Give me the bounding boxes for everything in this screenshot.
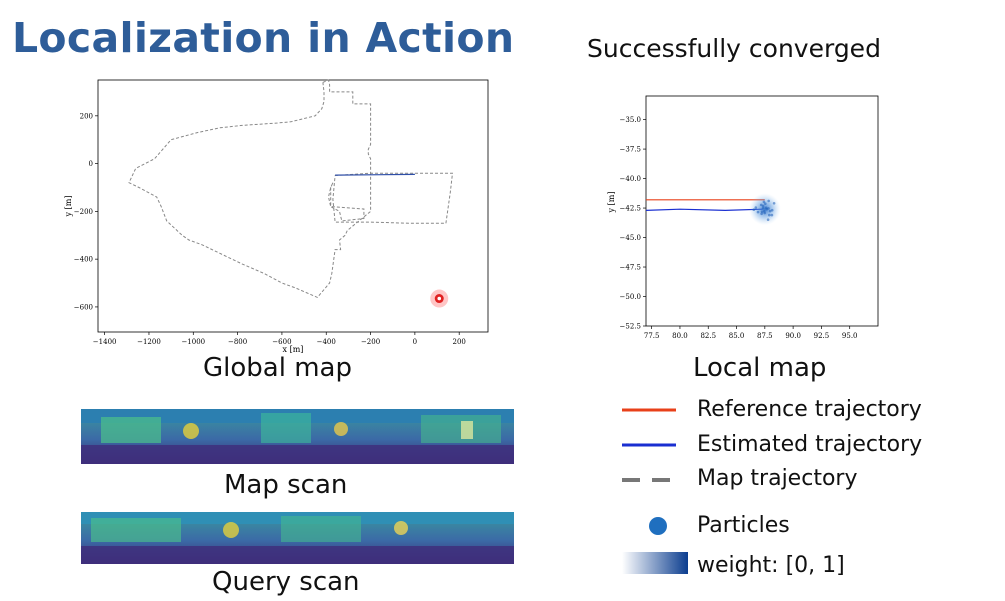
global-map-plot: 200 0 −200 −400 −600 −1400 −1200 −1000 −800 −600… xyxy=(64,79,489,354)
legend-weight: weight: [0, 1] xyxy=(697,553,845,578)
global-map-trajectory-line xyxy=(332,172,454,224)
convergence-status: Successfully converged xyxy=(587,34,881,63)
global-map-caption: Global map xyxy=(203,353,352,383)
query-scan-caption: Query scan xyxy=(212,567,360,597)
local-map-ytick-label: −37.5 xyxy=(620,146,641,154)
particle xyxy=(768,213,771,217)
local-map-ytick-label: −40.0 xyxy=(620,175,641,183)
global-map-xtick-label: −400 xyxy=(317,338,336,346)
global-map-ytick-label: 200 xyxy=(80,112,93,120)
global-map-trajectories xyxy=(128,79,454,299)
particle xyxy=(763,211,766,215)
local-map-xtick-label: 77.5 xyxy=(644,332,660,340)
local-map-x-ticks: 77.5 80.0 82.5 85.0 87.5 90.0 92.5 95.0 xyxy=(644,326,858,340)
particle xyxy=(767,199,770,203)
legend-particles: Particles xyxy=(697,513,790,538)
local-map-ytick-label: −47.5 xyxy=(620,264,641,272)
particle-cloud xyxy=(748,193,781,226)
local-map-xtick-label: 80.0 xyxy=(672,332,688,340)
local-map-ytick-label: −45.0 xyxy=(620,234,641,242)
local-map-xtick-label: 82.5 xyxy=(700,332,716,340)
global-map-ytick-label: 0 xyxy=(89,160,93,168)
query-scan-image xyxy=(81,512,514,564)
particle xyxy=(772,202,776,205)
particle xyxy=(759,203,763,207)
particles-swatch xyxy=(649,517,667,535)
global-map-xtick-label: −800 xyxy=(228,338,247,346)
global-map-y-ticks: 200 0 −200 −400 −600 xyxy=(74,112,98,311)
global-map-xlabel: x [m] xyxy=(283,345,304,354)
global-map-xtick-label: −1200 xyxy=(137,338,161,346)
local-map-estimated-line xyxy=(645,208,763,212)
legend-map-trajectory: Map trajectory xyxy=(697,466,858,491)
global-map-position-marker xyxy=(430,289,449,308)
weight-gradient-swatch xyxy=(622,552,688,574)
global-map-frame xyxy=(97,79,489,333)
particle xyxy=(770,208,774,212)
local-map-xtick-label: 85.0 xyxy=(729,332,745,340)
global-map-xtick-label: 200 xyxy=(453,338,466,346)
local-map-y-ticks: −35.0 −37.5 −40.0 −42.5 −45.0 −47.5 −50.0 −52.5 xyxy=(620,116,646,331)
particle xyxy=(770,213,774,217)
local-map-xtick-label: 95.0 xyxy=(842,332,858,340)
global-map-ytick-label: −200 xyxy=(74,208,93,216)
legend-reference-trajectory: Reference trajectory xyxy=(697,397,922,422)
particle xyxy=(764,202,767,205)
position-marker-center xyxy=(437,296,442,301)
global-map-ytick-label: −600 xyxy=(74,303,93,311)
particle xyxy=(760,210,764,214)
local-map-plot: −35.0 −37.5 −40.0 −42.5 −45.0 −47.5 −50.0 −52.5… xyxy=(607,95,879,340)
local-map-xtick-label: 92.5 xyxy=(814,332,830,340)
global-map-ylabel: y [m] xyxy=(64,196,73,218)
global-map-xtick-label: −1400 xyxy=(93,338,117,346)
global-map-xtick-label: −600 xyxy=(272,338,291,346)
global-map-trajectory-line xyxy=(128,79,372,299)
local-map-trajectories xyxy=(645,199,765,212)
map-scan-caption: Map scan xyxy=(224,470,348,500)
global-map-estimated-line xyxy=(335,173,415,176)
local-map-ylabel: y [m] xyxy=(607,192,616,214)
global-map-xtick-label: −1000 xyxy=(181,338,205,346)
local-map-ytick-label: −42.5 xyxy=(620,205,641,213)
particle xyxy=(752,208,756,211)
local-map-xtick-label: 87.5 xyxy=(757,332,773,340)
local-map-ytick-label: −35.0 xyxy=(620,116,641,124)
particle xyxy=(754,206,758,209)
local-map-ytick-label: −52.5 xyxy=(620,323,641,331)
legend-swatches xyxy=(622,408,688,574)
particle xyxy=(764,206,768,210)
local-map-frame xyxy=(645,95,879,327)
global-map-xtick-label: −200 xyxy=(361,338,380,346)
local-map-particles xyxy=(748,193,781,226)
local-map-xtick-label: 90.0 xyxy=(785,332,801,340)
global-map-ytick-label: −400 xyxy=(74,256,93,264)
legend-estimated-trajectory: Estimated trajectory xyxy=(697,432,923,457)
global-map-trajectory-line xyxy=(327,182,365,222)
particle xyxy=(767,207,770,210)
global-map-xtick-label: 0 xyxy=(413,338,417,346)
global-map-x-ticks: −1400 −1200 −1000 −800 −600 −400 −200 0 200 xyxy=(93,332,466,346)
local-map-caption: Local map xyxy=(693,353,827,383)
particle xyxy=(768,209,772,213)
particle xyxy=(766,218,770,221)
particle xyxy=(760,212,763,216)
particle xyxy=(756,210,760,214)
local-map-ytick-label: −50.0 xyxy=(620,293,641,301)
particle xyxy=(762,200,766,204)
map-scan-image xyxy=(81,409,514,464)
slide-title: Localization in Action xyxy=(12,14,515,62)
particle xyxy=(761,206,765,210)
